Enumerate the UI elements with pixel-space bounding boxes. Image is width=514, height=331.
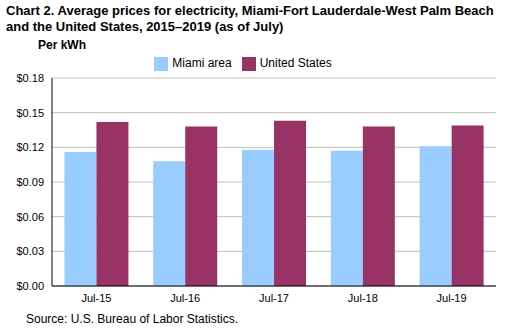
svg-text:$0.06: $0.06 [16,211,44,223]
svg-text:Jul-16: Jul-16 [170,292,200,304]
html-text:Source: U.S. Bureau of Labor S: Source: U.S. Bureau of Labor Statistics. [26,312,239,326]
html-text:United States: United States [259,56,332,70]
svg-text:Jul-15: Jul-15 [81,292,111,304]
svg-text:Jul-18: Jul-18 [348,292,378,304]
svg-text:$0.15: $0.15 [16,107,44,119]
svg-text:$0.03: $0.03 [16,245,44,257]
html-text:Per kWh: Per kWh [38,38,86,52]
svg-text:$0.09: $0.09 [16,176,44,188]
svg-text:$0.00: $0.00 [16,280,44,292]
svg-text:$0.18: $0.18 [16,72,44,84]
html-text:Chart 2. Average prices for el: Chart 2. Average prices for electricity,… [6,3,494,34]
svg-text:Jul-17: Jul-17 [259,292,289,304]
svg-text:Jul-19: Jul-19 [437,292,467,304]
html-text:Miami area: Miami area [172,56,232,70]
svg-text:$0.12: $0.12 [16,141,44,153]
